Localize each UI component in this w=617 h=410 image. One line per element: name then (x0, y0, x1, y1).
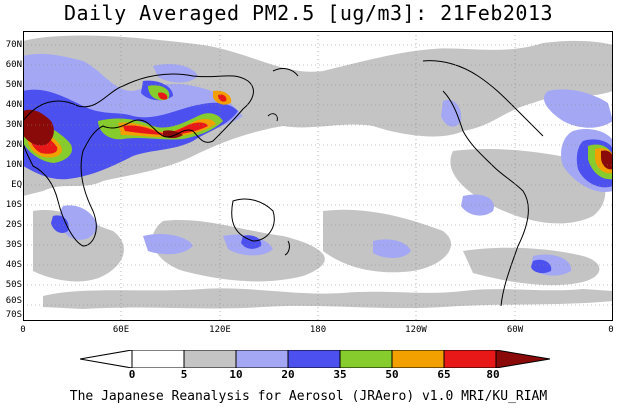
credit-line: The Japanese Reanalysis for Aerosol (JRA… (69, 389, 548, 404)
lat-label: 60S (5, 296, 22, 306)
lon-label: 60E (112, 325, 130, 335)
colorbar-bin (443, 350, 497, 368)
lat-label: 40N (5, 100, 22, 110)
lat-label: 10N (5, 160, 22, 170)
colorbar-label: 50 (385, 368, 399, 381)
lat-label: 70S (5, 310, 22, 320)
lat-label: 30S (5, 240, 22, 250)
colorbar-label: 20 (281, 368, 295, 381)
colorbar-bin (391, 350, 445, 368)
lon-label: 60W (506, 325, 524, 335)
lat-label: 60N (5, 60, 22, 70)
colorbar-label: 10 (229, 368, 243, 381)
colorbar-high-arrow (495, 350, 550, 368)
lat-label: 20S (5, 220, 22, 230)
pm25-map (23, 31, 613, 321)
colorbar-label: 80 (486, 368, 500, 381)
lat-label: 30N (5, 120, 22, 130)
lat-label: 10S (5, 200, 22, 210)
lat-label: 50S (5, 280, 22, 290)
lat-label: 20N (5, 140, 22, 150)
coastlines (23, 60, 544, 307)
map-title: Daily Averaged PM2.5 [ug/m3]: 21Feb2013 (63, 1, 554, 25)
lon-label: 180 (309, 325, 327, 335)
map-frame (23, 31, 613, 321)
lon-label: 120W (405, 325, 427, 335)
colorbar-bin (339, 350, 393, 368)
colorbar (80, 350, 550, 368)
lat-label: 70N (5, 40, 22, 50)
lon-label: 120E (209, 325, 231, 335)
pm25-band-80-plus (23, 109, 613, 170)
lat-label: 50N (5, 80, 22, 90)
colorbar-label: 35 (333, 368, 347, 381)
colorbar-label: 0 (128, 368, 136, 381)
lon-label: 0 (608, 325, 614, 335)
colorbar-label: 65 (437, 368, 451, 381)
colorbar-bin (235, 350, 289, 368)
lon-label: 0 (20, 325, 26, 335)
colorbar-bin (131, 350, 185, 368)
colorbar-bin (183, 350, 237, 368)
colorbar-bin (287, 350, 341, 368)
colorbar-low-arrow (80, 350, 133, 368)
colorbar-label: 5 (180, 368, 188, 381)
lat-label: 40S (5, 260, 22, 270)
lat-label: EQ (11, 180, 22, 190)
graticule (23, 31, 613, 321)
